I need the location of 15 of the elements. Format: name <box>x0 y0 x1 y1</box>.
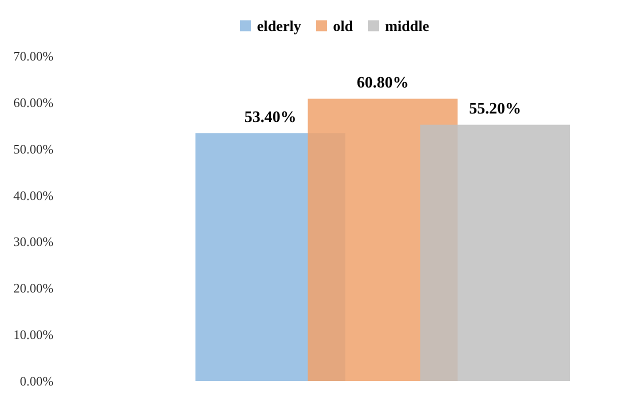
y-tick-label: 50.00% <box>13 141 54 156</box>
y-tick-label: 40.00% <box>13 188 54 203</box>
y-tick-label: 60.00% <box>13 94 54 110</box>
y-tick-label: 70.00% <box>13 48 54 64</box>
data-label: 55.20% <box>469 100 522 118</box>
legend-label: old <box>333 18 354 35</box>
bar <box>420 124 570 381</box>
legend-label: elderly <box>257 18 302 35</box>
data-label: 60.80% <box>356 74 409 92</box>
y-tick-label: 10.00% <box>13 327 54 342</box>
y-tick-label: 0.00% <box>20 374 54 388</box>
data-label: 53.40% <box>244 109 296 126</box>
y-tick-label: 30.00% <box>13 234 54 250</box>
legend-label: middle <box>385 18 430 35</box>
y-tick-label: 20.00% <box>13 280 54 296</box>
